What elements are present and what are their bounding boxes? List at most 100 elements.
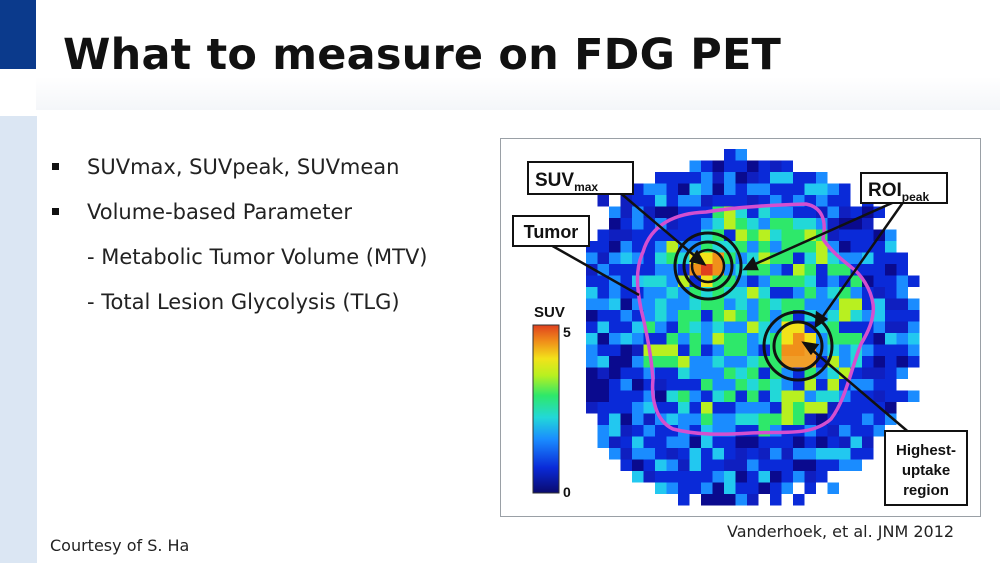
pet-pixel (643, 413, 655, 425)
pet-pixel (793, 333, 805, 345)
pet-pixel (632, 436, 644, 448)
pet-pixel (724, 195, 736, 207)
pet-pixel (862, 287, 874, 299)
svg-text:uptake: uptake (902, 462, 950, 479)
pet-pixel (827, 310, 839, 322)
pet-pixel (839, 252, 851, 264)
pet-pixel (666, 482, 678, 494)
pet-pixel (597, 390, 609, 402)
pet-pixel (701, 390, 713, 402)
pet-pixel (655, 482, 667, 494)
pet-pixel (781, 471, 793, 483)
pet-pixel (758, 471, 770, 483)
pet-pixel (689, 379, 701, 391)
pet-pixel (609, 298, 621, 310)
pet-pixel (609, 229, 621, 241)
pet-pixel (655, 379, 667, 391)
pet-pixel (781, 298, 793, 310)
pet-pixel (896, 367, 908, 379)
pet-pixel (873, 241, 885, 253)
pet-pixel (643, 402, 655, 414)
pet-pixel (724, 160, 736, 172)
pet-pixel (885, 344, 897, 356)
pet-pixel (816, 287, 828, 299)
pet-pixel (770, 310, 782, 322)
pet-pixel (609, 310, 621, 322)
pet-pixel (632, 206, 644, 218)
pet-pixel (586, 275, 598, 287)
pet-pixel (827, 252, 839, 264)
pet-pixel (655, 321, 667, 333)
pet-pixel (643, 183, 655, 195)
pet-pixel (597, 425, 609, 437)
pet-pixel (712, 344, 724, 356)
pet-pixel (747, 402, 759, 414)
pet-pixel (770, 229, 782, 241)
pet-pixel (678, 390, 690, 402)
pet-pixel (747, 344, 759, 356)
pet-pixel (839, 402, 851, 414)
pet-pixel (620, 390, 632, 402)
pet-pixel (885, 356, 897, 368)
pet-pixel (850, 241, 862, 253)
pet-pixel (597, 229, 609, 241)
pet-pixel (597, 344, 609, 356)
pet-pixel (701, 252, 713, 264)
pet-pixel (701, 229, 713, 241)
pet-pixel (781, 172, 793, 184)
pet-figure: SUVmax ROIpeak Tumor Highest- uptake reg… (500, 138, 981, 517)
pet-pixel (655, 252, 667, 264)
pet-pixel (678, 459, 690, 471)
pet-pixel (632, 218, 644, 230)
pet-pixel (873, 287, 885, 299)
pet-pixel (678, 482, 690, 494)
pet-pixel (678, 183, 690, 195)
pet-pixel (620, 333, 632, 345)
pet-pixel (609, 390, 621, 402)
pet-pixel (609, 321, 621, 333)
pet-pixel (793, 298, 805, 310)
pet-pixel (689, 183, 701, 195)
pet-pixel (735, 482, 747, 494)
pet-pixel (793, 367, 805, 379)
label-tumor: Tumor (512, 215, 590, 247)
pet-pixel (678, 494, 690, 506)
pet-pixel (620, 298, 632, 310)
pet-pixel (678, 436, 690, 448)
pet-pixel (666, 436, 678, 448)
pet-pixel (758, 298, 770, 310)
pet-pixel (873, 252, 885, 264)
pet-pixel (586, 298, 598, 310)
pet-pixel (735, 310, 747, 322)
label-highest-uptake: Highest- uptake region (884, 430, 968, 506)
bullet-square-icon (52, 208, 59, 215)
pet-pixel (908, 298, 920, 310)
pet-pixel (620, 356, 632, 368)
pet-pixel (643, 275, 655, 287)
pet-pixel (781, 367, 793, 379)
pet-pixel (678, 333, 690, 345)
pet-pixel (908, 390, 920, 402)
pet-pixel (804, 172, 816, 184)
pet-pixel (643, 436, 655, 448)
pet-pixel (862, 206, 874, 218)
pet-pixel (781, 379, 793, 391)
label-roipeak: ROIpeak (860, 172, 948, 204)
pet-pixel (816, 413, 828, 425)
pet-pixel (816, 379, 828, 391)
pet-pixel (816, 264, 828, 276)
pet-pixel (793, 229, 805, 241)
pet-pixel (804, 356, 816, 368)
pet-pixel (666, 459, 678, 471)
pet-pixel (873, 310, 885, 322)
pet-pixel (781, 264, 793, 276)
pet-pixel (758, 436, 770, 448)
pet-pixel (816, 298, 828, 310)
pet-pixel (850, 390, 862, 402)
pet-pixel (735, 229, 747, 241)
pet-pixel (793, 195, 805, 207)
pet-pixel (885, 321, 897, 333)
pet-pixel (712, 160, 724, 172)
pet-pixel (839, 241, 851, 253)
pet-pixel (666, 413, 678, 425)
